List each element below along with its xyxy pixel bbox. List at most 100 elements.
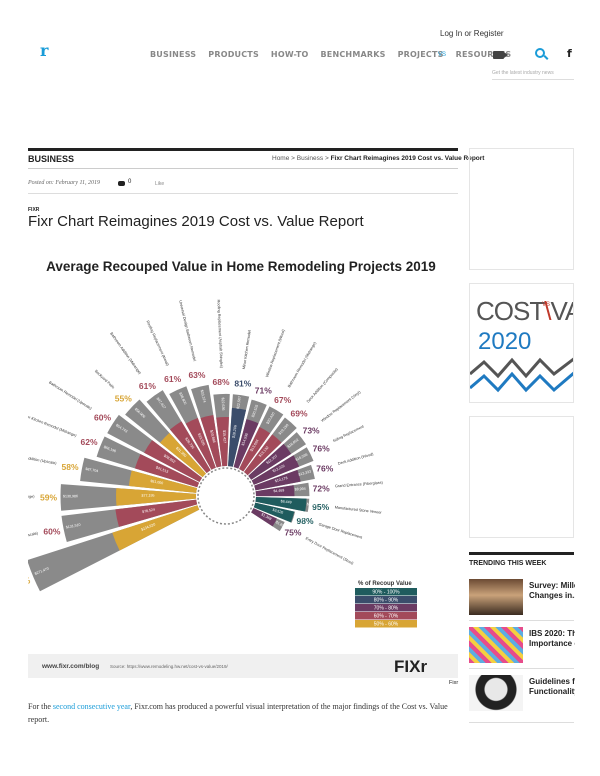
newsletter-input[interactable]: Get the latest industry news [492,70,574,80]
trending-thumbnail[interactable] [469,675,523,711]
divider [28,193,458,194]
fixr-logo: FIXr [394,657,427,676]
trending-item-title[interactable]: Guidelines for KiFunctionality [529,677,575,696]
trending-item-title[interactable]: Survey: MillenChanges in... [529,581,575,600]
video-icon[interactable] [493,51,508,59]
trending-thumbnail[interactable] [469,627,523,663]
value-segment [244,434,282,476]
pct-label: 69% [290,408,307,418]
chart-bar: 50%Master Suite Addition (Upscale)$271,4… [28,505,200,592]
value-label: $14,530 [241,433,249,447]
value-segment [112,505,200,551]
trending-title: TRENDING THIS WEEK [469,560,547,567]
pct-label: 50% [28,576,31,586]
pct-label: 81% [234,378,251,388]
value-segment [128,470,198,493]
breadcrumb-home[interactable]: Home [272,155,290,162]
value-label: $8,449 [280,499,291,504]
pct-label: 76% [316,464,333,474]
cost-label: $130,986 [63,494,78,498]
value-label: $1,368 [261,512,273,521]
chart-bar: 55%Backyard Patio$56,906$31,360 [94,369,206,478]
pct-label: 68% [213,377,230,387]
breadcrumb-business[interactable]: Business [296,155,324,162]
legend-swatch [355,588,417,596]
trending-thumbnail[interactable] [469,579,523,615]
post-meta: Posted on: February 11, 2019 [28,180,100,186]
cost-label: $33,374 [200,389,207,403]
cost-label: $19,150 [278,423,290,435]
section-divider [28,148,458,151]
comment-count[interactable]: 0 [128,179,132,185]
cost-label: $38,600 [178,392,187,405]
sidebar-ad-placeholder[interactable] [469,416,574,538]
value-segment [144,440,203,482]
main-nav: BUSINESS PRODUCTS HOW-TO BENCHMARKS PROJ… [150,50,523,59]
nav-item-business[interactable]: BUSINESS [150,50,197,59]
radial-bar-chart: Average Recouped Value in Home Remodelin… [28,248,458,678]
like-button[interactable]: Like [155,181,165,187]
cost-label: $47,427 [156,397,167,410]
chart-bar: 81% Minor Kitchen Remodel $22,507 $18,206 [228,330,252,467]
legend-title: % of Recoup Value [358,581,412,587]
facebook-icon[interactable]: f [567,47,572,60]
divider [469,620,574,621]
cost-label: $271,470 [34,567,49,576]
nav-item-benchmarks[interactable]: BENCHMARKS [320,50,386,59]
login-register-link[interactable]: Log In or Register [440,29,504,38]
ad-year: 2020 [478,328,532,355]
section-title: BUSINESS [28,154,75,164]
sidebar-ad-placeholder[interactable] [469,148,574,270]
pct-label: 58% [61,462,78,472]
comment-icon[interactable] [118,181,125,186]
nav-item-resources[interactable]: RESOURCES [455,50,512,59]
value-label: $13,132 [258,446,270,458]
cost-vs-value-ad[interactable]: COST\VAL VS 2020 [469,283,574,403]
cost-label: $56,906 [134,407,146,419]
cost-label: $66,196 [103,445,117,453]
value-label: $38,952 [163,454,176,464]
pct-label: 75% [284,527,301,537]
trending-item[interactable]: IBS 2020: TheImportance of [469,627,575,665]
value-segment [233,419,259,469]
value-segment [169,421,211,474]
cost-label: $3,611 [293,514,304,521]
cost-label: $22,507 [236,396,242,409]
value-label: $23,526 [197,433,206,446]
value-label: $77,195 [142,494,155,498]
value-segment [255,485,295,497]
trending-item[interactable]: Survey: MillenChanges in... [469,579,575,617]
nav-item-how-to[interactable]: HOW-TO [270,50,309,59]
ad-zigzag [470,357,573,393]
footer-source: Source: https://www.remodeling.hw.net/co… [110,664,229,669]
legend-swatch [355,612,417,620]
nav-item-vs[interactable]: VS [438,52,447,58]
pct-label: 95% [312,502,329,512]
nav-item-products[interactable]: PRODUCTS [208,50,259,59]
value-segment [160,432,206,478]
breadcrumb-current: Fixr Chart Reimagines 2019 Cost vs. Valu… [330,155,485,162]
nav-item-projects[interactable]: PROJECTS [397,50,444,59]
chart-bar: 72% Grand Entrance (Fiberglass) $8,994 $4,4… [255,481,384,497]
pct-label: 71% [255,386,272,396]
trending-item-title[interactable]: IBS 2020: TheImportance of [529,629,575,648]
trending-divider [469,552,574,555]
category-label: Minor Kitchen Remodel [242,330,252,370]
value-segment [115,499,198,527]
site-logo[interactable]: r [40,41,49,60]
legend-label: 60% - 70% [374,614,399,620]
cost-label: $1,826 [275,520,287,529]
value-segment [253,502,295,523]
ad-vs: VS [542,302,551,308]
search-icon[interactable] [535,48,545,58]
second-year-link[interactable]: second consecutive year [52,702,131,711]
article-tag[interactable]: FIXR [28,207,40,213]
posted-label: Posted on: [28,180,54,186]
cost-label: $64,743 [115,423,128,433]
pct-label: 67% [274,395,291,405]
category-label: Master Suite Addition (Midrange) [28,495,35,499]
trending-item[interactable]: Guidelines for KiFunctionality [469,675,575,713]
chart-bar: 76%Deck Addition (Wood)$13,333$10,178 [254,452,375,491]
value-segment [251,455,300,485]
pct-label: 60% [94,412,111,422]
